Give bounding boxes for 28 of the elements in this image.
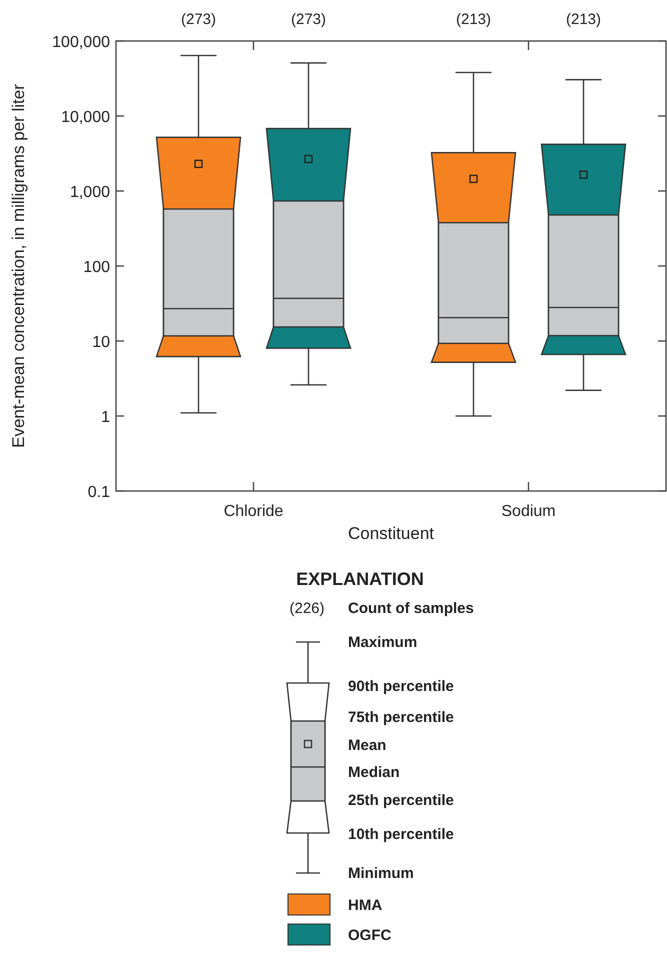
y-tick-label: 100 bbox=[83, 259, 110, 276]
text: 25th percentile bbox=[348, 792, 454, 809]
y-tick-label: 1,000 bbox=[70, 184, 110, 201]
text: (226) bbox=[289, 600, 325, 617]
y-tick-label: 1 bbox=[101, 409, 110, 426]
x-tick-label: Chloride bbox=[224, 503, 284, 520]
text: Count of samples bbox=[348, 600, 474, 617]
legend-title: EXPLANATION bbox=[296, 569, 424, 589]
text: (273) bbox=[290, 11, 326, 28]
text: 90th percentile bbox=[348, 678, 454, 695]
y-axis-title: Event-mean concentration, in milligrams per liter bbox=[9, 84, 28, 448]
text: (273) bbox=[180, 11, 216, 28]
x-tick-label: Sodium bbox=[501, 503, 556, 520]
text: Maximum bbox=[348, 634, 418, 651]
y-tick-label: 10 bbox=[92, 334, 110, 351]
text: (213) bbox=[456, 11, 492, 28]
text: (213) bbox=[566, 11, 602, 28]
y-tick-label: 0.1 bbox=[88, 484, 110, 501]
text: Minimum bbox=[348, 865, 414, 882]
text: 10th percentile bbox=[348, 826, 454, 843]
legend-label: OGFC bbox=[348, 927, 392, 944]
text: 75th percentile bbox=[348, 709, 454, 726]
x-axis-title: Constituent bbox=[348, 524, 434, 543]
y-tick-label: 10,000 bbox=[61, 109, 110, 126]
text: Median bbox=[348, 764, 400, 781]
legend-label: HMA bbox=[348, 897, 382, 914]
y-tick-label: 100,000 bbox=[52, 34, 110, 51]
text: Mean bbox=[348, 737, 386, 754]
